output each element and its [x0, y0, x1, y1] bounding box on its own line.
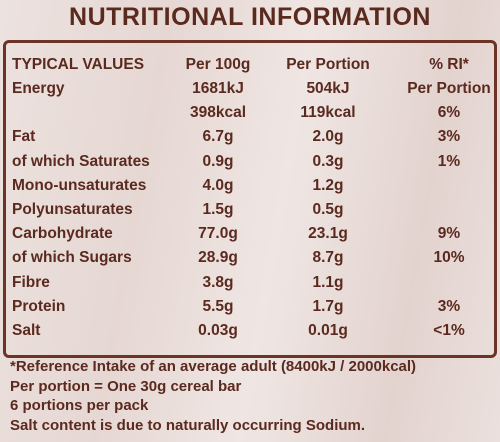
value-cell: 28.9g: [198, 249, 238, 267]
value-cell: 3.8g: [202, 273, 234, 291]
row-label: Salt: [12, 322, 41, 339]
value-cell: 119kcal: [300, 104, 356, 122]
value-cell: <1%: [433, 322, 465, 339]
value-cell: 8.7g: [312, 249, 344, 267]
value-cell: 0.01g: [308, 322, 348, 339]
row-label: Carbohydrate: [12, 225, 113, 243]
row-label: of which Sugars: [12, 249, 132, 267]
value-cell: 10%: [433, 249, 465, 267]
header-cell: % RI*: [429, 56, 469, 73]
value-cell: 6%: [437, 104, 461, 122]
value-cell: 0.3g: [312, 152, 344, 170]
value-cell: 0.9g: [202, 152, 234, 170]
row-label: Fat: [12, 128, 36, 146]
value-cell: 4.0g: [202, 176, 234, 194]
value-cell: 0.5g: [312, 201, 344, 218]
footnote: 6 portions per pack: [10, 397, 149, 414]
row-label: Energy: [12, 80, 65, 97]
value-cell: 504kJ: [306, 80, 350, 97]
value-cell: 1.5g: [202, 201, 234, 218]
value-cell: 1.1g: [312, 273, 344, 291]
value-cell: 77.0g: [198, 225, 238, 243]
value-cell: 3%: [437, 297, 461, 315]
header-cell: Per 100g: [185, 56, 251, 73]
value-cell: 5.5g: [202, 297, 234, 315]
row-label: Polyunsaturates: [12, 201, 133, 218]
value-cell: Per Portion: [407, 80, 491, 97]
value-cell: 1681kJ: [192, 80, 244, 97]
row-label: Protein: [12, 297, 66, 315]
header-cell: TYPICAL VALUES: [12, 56, 145, 73]
value-cell: 398kcal: [189, 104, 247, 122]
value-cell: 1.2g: [312, 176, 344, 194]
value-cell: 9%: [437, 225, 461, 243]
value-cell: 3%: [437, 128, 461, 146]
value-cell: 1%: [437, 152, 461, 170]
value-cell: 1.7g: [312, 297, 344, 315]
value-cell: 6.7g: [202, 128, 234, 146]
row-label: Mono-unsaturates: [12, 176, 147, 194]
footnote: Salt content is due to naturally occurri…: [10, 417, 366, 434]
row-label: Fibre: [12, 273, 50, 291]
footnote: Per portion = One 30g cereal bar: [10, 378, 242, 395]
value-cell: 2.0g: [312, 128, 344, 146]
row-label: of which Saturates: [12, 152, 150, 170]
value-cell: 23.1g: [308, 225, 348, 243]
footnote: *Reference Intake of an average adult (8…: [10, 358, 417, 375]
table-border: [3, 40, 497, 358]
value-cell: 0.03g: [198, 322, 238, 339]
header-cell: Per Portion: [286, 56, 370, 73]
title: NUTRITIONAL INFORMATION: [69, 3, 431, 31]
